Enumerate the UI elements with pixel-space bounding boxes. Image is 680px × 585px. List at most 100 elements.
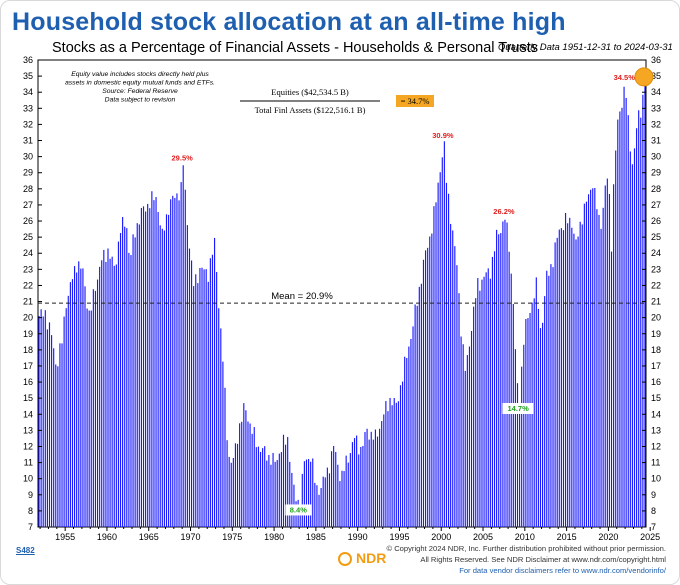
bar: [170, 199, 172, 528]
bar: [211, 254, 214, 527]
x-tick-label: 1985: [306, 532, 326, 542]
ratio-denominator: Total Finl Assets ($122,516.1 B): [255, 105, 366, 115]
source-note-line: assets in domestic equity mutual funds a…: [65, 80, 215, 87]
bar: [42, 316, 44, 527]
bar: [627, 115, 629, 527]
y-tick-label-right: 10: [651, 474, 661, 484]
bar: [554, 242, 556, 527]
bar: [301, 473, 303, 527]
bar: [197, 283, 199, 527]
y-tick-label-left: 10: [23, 474, 33, 484]
bar: [473, 306, 475, 527]
bar: [531, 302, 533, 527]
y-tick-label-right: 27: [651, 200, 661, 210]
bar: [337, 464, 339, 527]
x-tick-label: 1970: [181, 532, 201, 542]
bar: [393, 397, 395, 527]
bar: [326, 467, 328, 527]
bar: [364, 432, 366, 527]
bar: [376, 436, 379, 527]
bar: [163, 230, 165, 527]
bar: [581, 224, 583, 527]
y-tick-label-right: 35: [651, 71, 661, 81]
y-tick-label-left: 27: [23, 200, 33, 210]
bar: [38, 316, 40, 527]
y-tick-label-left: 20: [23, 313, 33, 323]
bar: [460, 336, 462, 527]
bar: [466, 355, 468, 527]
bar: [82, 268, 84, 527]
bar: [80, 268, 82, 527]
bar: [84, 286, 86, 527]
bar: [481, 279, 483, 527]
bar: [165, 214, 168, 528]
bar: [379, 428, 381, 527]
bars: [38, 84, 646, 528]
bar: [213, 237, 216, 527]
bar: [111, 256, 113, 527]
source-note-line: Equity value includes stocks directly he…: [71, 71, 209, 78]
y-tick-label-left: 36: [23, 55, 33, 65]
y-tick-label-right: 21: [651, 297, 661, 307]
bar: [96, 279, 99, 527]
bar: [161, 228, 163, 527]
bar: [90, 310, 92, 527]
bar: [443, 141, 445, 527]
bar: [617, 119, 619, 527]
y-tick-label-left: 17: [23, 361, 33, 371]
vendor-line[interactable]: For data vendor disclaimers refer to www…: [459, 566, 666, 575]
bar: [289, 461, 291, 527]
bar: [176, 193, 178, 527]
bar: [274, 461, 276, 527]
bar: [299, 506, 301, 527]
bar: [542, 322, 544, 527]
bar: [61, 343, 63, 527]
x-tick-label: 1960: [97, 532, 117, 542]
chart-code-link[interactable]: S482: [16, 546, 35, 555]
bar: [487, 268, 489, 527]
bar: [149, 208, 151, 527]
bar: [51, 335, 53, 527]
bar: [418, 286, 420, 527]
bar: [372, 439, 374, 527]
bar: [282, 434, 285, 527]
bar: [138, 224, 140, 527]
bar: [153, 200, 155, 527]
bar: [544, 296, 546, 527]
y-tick-label-right: 9: [651, 490, 656, 500]
bar: [105, 261, 107, 527]
bar: [406, 357, 408, 527]
bar: [642, 94, 644, 527]
bar: [556, 237, 558, 527]
y-tick-label-right: 22: [651, 280, 661, 290]
y-tick-label-left: 29: [23, 168, 33, 178]
x-tick-label: 1975: [222, 532, 242, 542]
y-tick-label-right: 20: [651, 313, 661, 323]
bar: [416, 305, 418, 527]
y-tick-label-right: 13: [651, 425, 661, 435]
bar: [464, 370, 466, 527]
y-tick-label-right: 23: [651, 264, 661, 274]
bar: [527, 318, 529, 527]
bar: [349, 453, 351, 527]
bar: [523, 344, 525, 527]
bar: [468, 346, 471, 527]
y-tick-label-left: 7: [28, 522, 33, 532]
bar: [412, 326, 414, 527]
bar: [550, 264, 552, 527]
bar: [483, 276, 485, 527]
bar: [67, 295, 69, 527]
bar: [385, 401, 387, 527]
bar: [115, 264, 117, 527]
bar: [387, 411, 389, 527]
bar: [159, 225, 161, 527]
bar: [345, 455, 347, 527]
bar: [433, 206, 435, 527]
bar: [59, 343, 61, 527]
bar: [583, 203, 585, 527]
bar: [218, 308, 220, 527]
y-tick-label-left: 32: [23, 119, 33, 129]
bar: [458, 293, 460, 527]
bar: [259, 451, 262, 527]
